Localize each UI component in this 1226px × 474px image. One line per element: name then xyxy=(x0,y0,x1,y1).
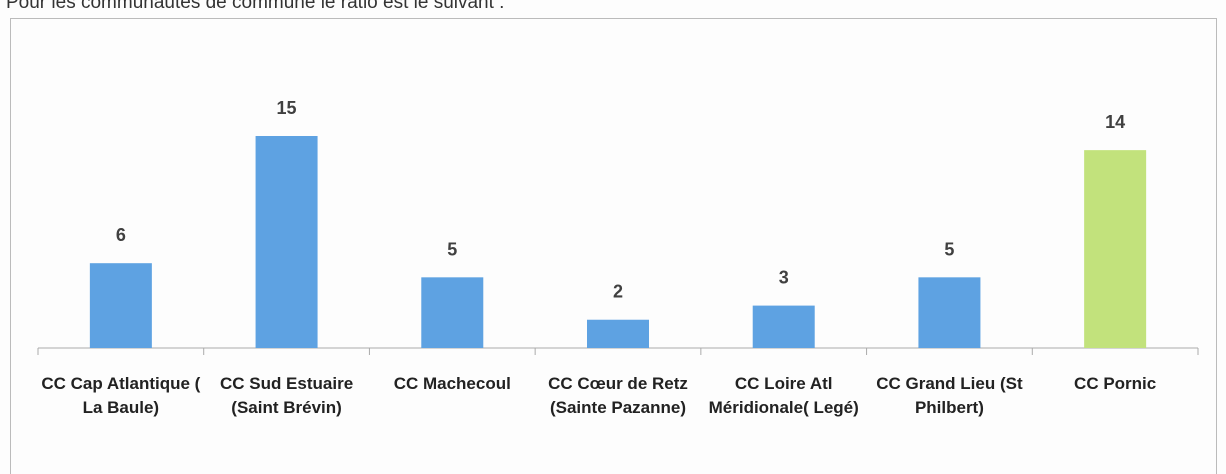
bar xyxy=(255,136,318,348)
chart-frame xyxy=(10,18,1217,474)
data-label: 2 xyxy=(613,282,623,302)
bar xyxy=(421,277,484,348)
bar xyxy=(918,277,981,348)
x-tick-label: CC Loire Atl Méridionale( Legé) xyxy=(708,374,859,417)
x-tick-label: CC Pornic xyxy=(1074,374,1157,393)
x-tick-label: CC Cœur de Retz (Sainte Pazanne) xyxy=(548,374,688,417)
data-label: 5 xyxy=(447,239,457,259)
x-tick-label: CC Machecoul xyxy=(393,374,511,393)
chart-title: Pour les communautés de commune le ratio… xyxy=(6,0,505,13)
bar xyxy=(1084,150,1147,348)
bar xyxy=(89,263,152,348)
x-tick-label: CC Grand Lieu (St Philbert) xyxy=(876,374,1023,417)
bar xyxy=(587,319,649,348)
data-label: 5 xyxy=(944,239,954,259)
x-tick-label: CC Sud Estuaire (Saint Brévin) xyxy=(219,374,354,417)
data-label: 15 xyxy=(277,98,297,118)
data-label: 6 xyxy=(116,225,126,245)
data-label: 3 xyxy=(779,268,789,288)
data-label: 14 xyxy=(1105,112,1125,132)
x-tick-label: CC Cap Atlantique ( La Baule) xyxy=(41,374,201,417)
bar xyxy=(752,305,815,348)
